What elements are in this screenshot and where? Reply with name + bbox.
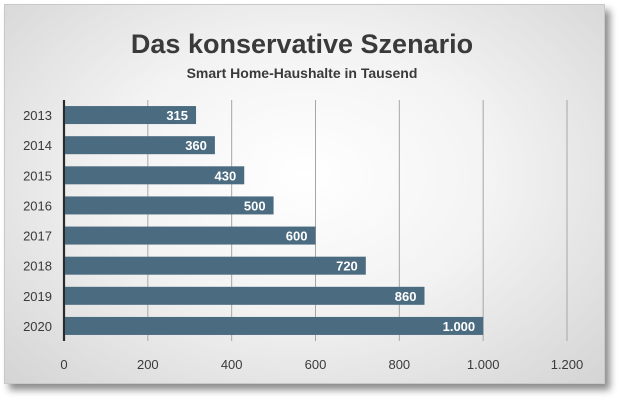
- bar: [65, 286, 425, 305]
- category-label: 2016: [23, 198, 52, 213]
- x-tick-label: 200: [137, 357, 159, 372]
- chart-title: Das konservative Szenario: [131, 29, 473, 59]
- bar: [65, 136, 215, 155]
- bars: [65, 106, 484, 335]
- data-label: 600: [286, 229, 308, 244]
- x-tick-label: 600: [305, 357, 327, 372]
- data-label: 500: [244, 198, 266, 213]
- labels: 0 200 400 600 800 1.000 1.200 2013 315 2014 360 201…: [23, 108, 583, 372]
- category-label: 2013: [23, 108, 52, 123]
- category-label: 2017: [23, 229, 52, 244]
- x-tick-label: 1.000: [467, 357, 500, 372]
- category-label: 2018: [23, 259, 52, 274]
- data-label: 720: [336, 259, 358, 274]
- data-label: 315: [166, 108, 188, 123]
- category-label: 2019: [23, 289, 52, 304]
- data-label: 1.000: [443, 319, 476, 334]
- category-label: 2020: [23, 319, 52, 334]
- bar: [65, 166, 245, 185]
- bar: [65, 256, 366, 275]
- category-label: 2015: [23, 168, 52, 183]
- gridlines: [62, 100, 568, 341]
- bar: [65, 226, 316, 245]
- data-label: 360: [185, 138, 207, 153]
- category-label: 2014: [23, 138, 52, 153]
- x-tick-label: 800: [388, 357, 410, 372]
- bar: [65, 196, 274, 215]
- bar: [65, 316, 484, 335]
- x-tick-label: 1.200: [551, 357, 584, 372]
- x-tick-label: 400: [221, 357, 243, 372]
- chart-subtitle: Smart Home-Haushalte in Tausend: [187, 65, 418, 81]
- bar: [65, 106, 197, 125]
- data-label: 430: [215, 168, 237, 183]
- x-tick-label: 0: [60, 357, 67, 372]
- data-label: 860: [395, 289, 417, 304]
